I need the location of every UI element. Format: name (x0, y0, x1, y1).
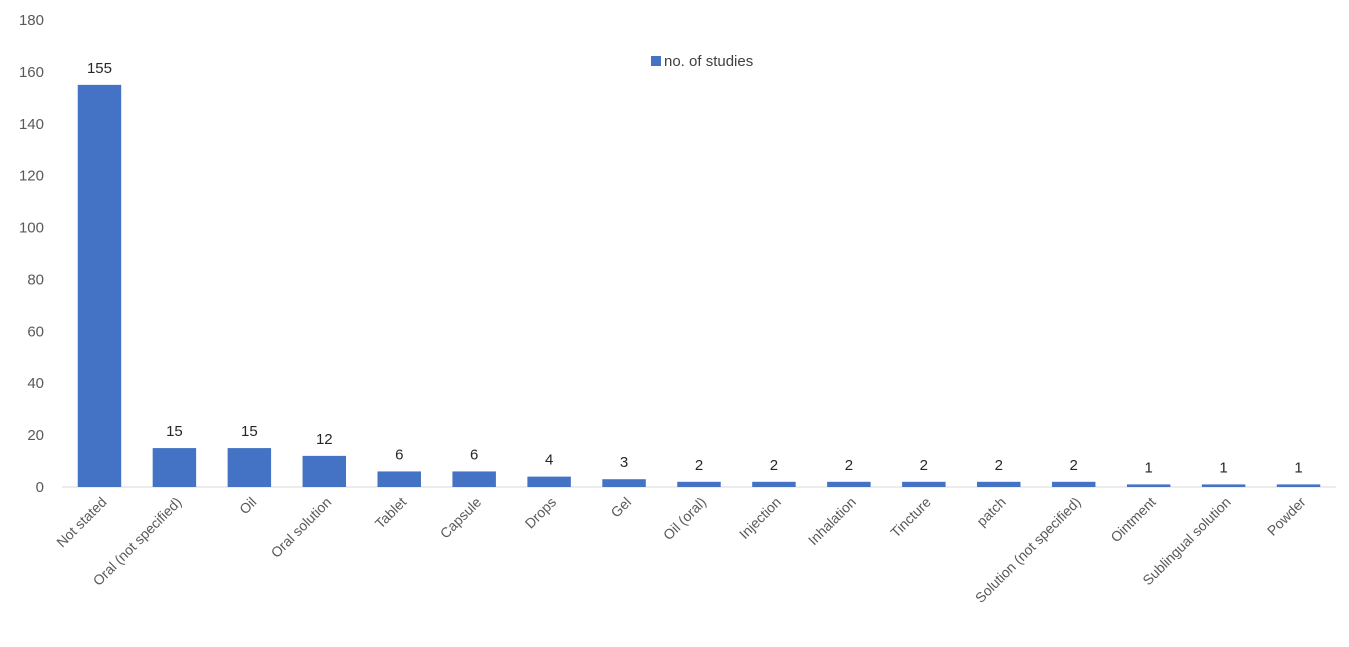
bar (452, 471, 496, 487)
y-axis-tick-labels: 0 20 40 60 80 100 120 140 160 180 (19, 12, 44, 496)
data-label: 4 (545, 452, 553, 469)
legend-label: no. of studies (664, 53, 753, 70)
x-category-label: Inhalation (805, 494, 859, 548)
data-label: 1 (1144, 459, 1152, 476)
bar (902, 481, 946, 487)
y-tick-label: 40 (27, 375, 44, 392)
x-category-label: Ointment (1107, 494, 1159, 546)
data-label: 2 (1070, 457, 1078, 474)
data-label: 15 (241, 423, 258, 440)
bar (152, 448, 197, 487)
bar (677, 481, 721, 487)
bar (977, 481, 1021, 487)
data-label: 155 (87, 60, 112, 77)
bar (227, 448, 272, 487)
bars (77, 84, 1321, 487)
bar (827, 481, 871, 487)
x-category-label: Oral solution (268, 494, 335, 561)
bar (377, 471, 421, 487)
bar (1051, 481, 1096, 487)
x-category-label: Capsule (437, 494, 485, 542)
y-tick-label: 160 (19, 64, 44, 81)
data-label: 2 (920, 457, 928, 474)
bar (302, 455, 347, 487)
y-tick-label: 60 (27, 323, 44, 340)
data-label: 2 (845, 457, 853, 474)
y-tick-label: 180 (19, 12, 44, 29)
x-category-label: Oil (oral) (660, 494, 709, 543)
bar (77, 84, 122, 487)
bar (1126, 484, 1171, 487)
data-label: 6 (470, 446, 478, 463)
bar (752, 481, 796, 487)
bar (1276, 484, 1321, 487)
y-tick-label: 120 (19, 168, 44, 185)
data-label: 15 (166, 423, 183, 440)
x-category-label: Drops (522, 494, 560, 532)
data-label: 1 (1294, 459, 1302, 476)
y-tick-label: 140 (19, 116, 44, 133)
x-category-label: patch (973, 494, 1009, 530)
legend-swatch (651, 56, 661, 66)
legend: no. of studies (651, 53, 753, 70)
y-tick-label: 80 (27, 271, 44, 288)
bar (602, 479, 646, 487)
data-label: 1 (1219, 459, 1227, 476)
y-tick-label: 20 (27, 427, 44, 444)
y-tick-label: 0 (36, 479, 44, 496)
y-tick-label: 100 (19, 220, 44, 237)
data-label: 3 (620, 454, 628, 471)
data-labels: 155 15 15 12 6 6 4 3 2 2 2 2 2 2 1 1 1 (87, 60, 1303, 477)
x-category-label: Oil (236, 494, 259, 517)
x-category-label: Gel (607, 494, 634, 521)
x-category-label: Powder (1264, 494, 1309, 539)
data-label: 2 (995, 457, 1003, 474)
x-category-label: Injection (736, 494, 784, 542)
x-category-label: Not stated (53, 494, 109, 550)
x-category-label: Tablet (372, 494, 410, 532)
bar (527, 476, 571, 487)
data-label: 2 (770, 457, 778, 474)
x-category-label: Tincture (887, 494, 934, 541)
data-label: 6 (395, 446, 403, 463)
data-label: 12 (316, 431, 333, 448)
data-label: 2 (695, 457, 703, 474)
bar (1201, 484, 1246, 487)
